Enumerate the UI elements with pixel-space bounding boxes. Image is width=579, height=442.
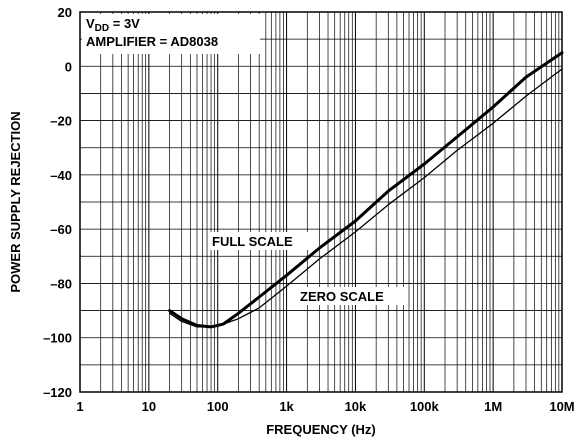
zero-scale-label: ZERO SCALE [300,289,384,304]
y-tick-label: –20 [50,114,72,129]
plot-frame [79,11,563,393]
y-tick-label: –60 [50,222,72,237]
y-tick-label: –80 [50,276,72,291]
zero-scale-background [296,287,408,305]
x-axis-title: FREQUENCY (Hz) [266,422,376,437]
y-tick-label: –100 [43,331,72,346]
x-tick-label: 1 [76,399,83,414]
y-tick-labels: 20 0 –20 –40 –60 –80 –100 –120 [43,5,72,400]
grid-layer [79,11,562,393]
vdd-value: = 3V [109,16,140,31]
y-tick-label: –120 [43,385,72,400]
full-scale-background [208,232,316,250]
series-layer [168,51,564,329]
vdd-subscript: DD [95,23,109,34]
x-tick-label: 100 [207,399,229,414]
x-tick-labels: 1 10 100 1k 10k 100k 1M 10M [76,399,574,414]
x-tick-label: 1M [484,399,502,414]
annotation-background [82,14,260,54]
x-tick-label: 10M [549,399,574,414]
vdd-prefix: V [86,16,95,31]
full-scale-label: FULL SCALE [212,234,293,249]
y-tick-label: 20 [58,5,72,20]
x-tick-label: 10 [142,399,156,414]
y-tick-label: 0 [65,59,72,74]
zero-scale-line [168,68,563,328]
x-tick-label: 10k [345,399,367,414]
full-scale-line [168,51,564,329]
amplifier-annotation: AMPLIFIER = AD8038 [86,34,218,49]
y-axis-title: POWER SUPPLY REJECTION [8,111,23,292]
y-tick-label: –40 [50,168,72,183]
vdd-annotation: VDD = 3V [86,16,140,34]
x-tick-label: 1k [279,399,294,414]
x-tick-label: 100k [410,399,440,414]
